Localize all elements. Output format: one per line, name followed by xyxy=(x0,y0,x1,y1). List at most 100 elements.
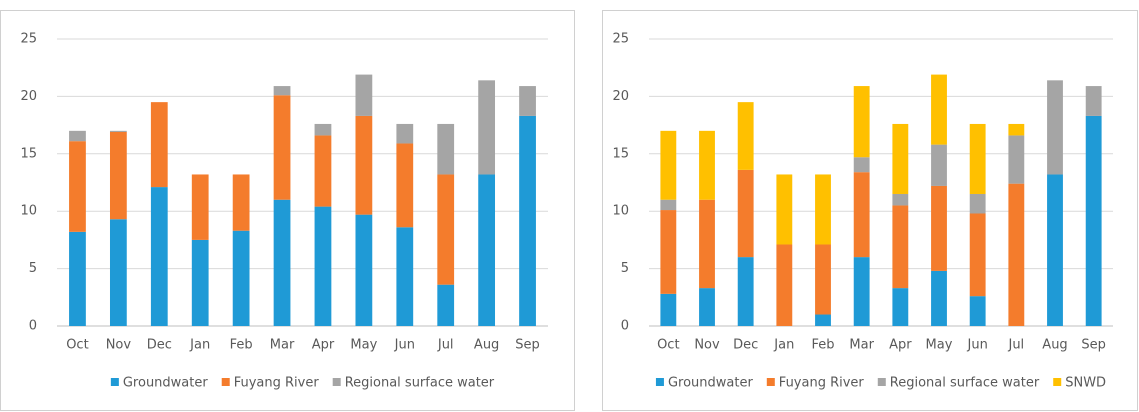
bar-segment xyxy=(355,214,373,326)
legend-swatch xyxy=(766,378,775,386)
bar-segment xyxy=(437,174,455,285)
bar-segment xyxy=(699,199,715,289)
bar-segment xyxy=(699,130,715,200)
bar-segment xyxy=(1047,80,1063,175)
legend-swatch xyxy=(332,378,341,386)
x-tick-label: Sep xyxy=(1081,338,1106,353)
bar-segment xyxy=(737,102,754,170)
bar-segment xyxy=(660,210,677,294)
bar-segment xyxy=(273,199,291,326)
bar-segment xyxy=(355,74,373,116)
bar-segment xyxy=(314,123,332,136)
x-tick-label: Apr xyxy=(312,338,335,353)
x-tick-label: Sep xyxy=(515,338,540,353)
bar-segment xyxy=(314,135,332,207)
bar-segment xyxy=(931,270,947,326)
x-tick-label: Jun xyxy=(967,338,988,353)
x-tick-label: Jan xyxy=(189,338,210,353)
bar-segment xyxy=(69,130,86,142)
y-tick-label: 5 xyxy=(29,261,37,276)
legend-label: Fuyang River xyxy=(234,376,320,391)
x-tick-label: May xyxy=(350,338,377,353)
legend-swatch xyxy=(221,378,230,386)
legend-swatch xyxy=(877,378,886,386)
bar-segment xyxy=(853,86,870,158)
chart-frame xyxy=(0,10,575,411)
bar-segment xyxy=(273,86,291,96)
legend-swatch xyxy=(1053,378,1062,386)
bar-segment xyxy=(660,293,677,326)
bar-segment xyxy=(853,172,870,258)
bar-segment xyxy=(931,74,947,145)
bar-segment xyxy=(737,169,754,258)
bar-segment xyxy=(1085,86,1102,116)
y-tick-label: 5 xyxy=(621,261,629,276)
legend-label: SNWD xyxy=(1065,376,1106,391)
bar-segment xyxy=(191,239,209,326)
bar-segment xyxy=(815,244,831,315)
x-tick-label: Mar xyxy=(849,338,874,353)
bar-segment xyxy=(892,288,909,326)
y-tick-label: 15 xyxy=(612,146,629,161)
y-tick-label: 20 xyxy=(20,89,37,104)
bar-segment xyxy=(815,314,831,326)
bar-segment xyxy=(109,131,127,220)
bar-segment xyxy=(150,187,168,326)
bar-segment xyxy=(1008,123,1025,136)
bar-segment xyxy=(437,123,455,175)
bar-segment xyxy=(737,257,754,326)
x-tick-label: Aug xyxy=(1042,338,1067,353)
x-tick-label: Aug xyxy=(474,338,499,353)
x-tick-label: May xyxy=(926,338,953,353)
y-tick-label: 10 xyxy=(612,204,629,219)
y-tick-label: 10 xyxy=(20,204,37,219)
bar-segment xyxy=(519,86,536,116)
x-tick-label: Jul xyxy=(1007,338,1024,353)
bar-segment xyxy=(660,199,677,211)
y-tick-label: 0 xyxy=(621,319,629,334)
bar-segment xyxy=(892,193,909,206)
bar-segment xyxy=(969,123,986,194)
x-tick-label: Feb xyxy=(811,338,834,353)
bar-segment xyxy=(191,174,209,240)
bar-segment xyxy=(109,219,127,326)
x-tick-label: Apr xyxy=(889,338,912,353)
y-tick-label: 0 xyxy=(29,319,37,334)
bar-segment xyxy=(69,231,86,326)
bar-segment xyxy=(931,144,947,186)
bar-segment xyxy=(699,288,715,326)
bar-segment xyxy=(931,185,947,271)
bar-segment xyxy=(232,230,250,326)
legend-label: Groundwater xyxy=(123,376,209,391)
chart-frame xyxy=(602,10,1138,411)
bar-segment xyxy=(396,227,414,326)
bar-segment xyxy=(1008,183,1025,326)
bar-segment xyxy=(853,257,870,326)
bar-segment xyxy=(69,141,86,232)
bar-segment xyxy=(478,80,496,175)
bar-segment xyxy=(1008,135,1025,184)
legend-label: Fuyang River xyxy=(779,376,865,391)
x-tick-label: Jul xyxy=(437,338,454,353)
bar-segment xyxy=(815,174,831,245)
bar-segment xyxy=(314,206,332,326)
bar-segment xyxy=(892,205,909,289)
bar-segment xyxy=(273,95,291,200)
bar-segment xyxy=(355,115,373,215)
legend-label: Regional surface water xyxy=(345,376,495,391)
legend-label: Regional surface water xyxy=(890,376,1040,391)
x-tick-label: Mar xyxy=(270,338,295,353)
y-tick-label: 20 xyxy=(612,89,629,104)
bar-segment xyxy=(892,123,909,194)
legend-label: Groundwater xyxy=(668,376,754,391)
x-tick-label: Dec xyxy=(733,338,758,353)
bar-segment xyxy=(660,130,677,200)
chart: 0 5 10 15 20 25 Oct Nov Dec Jan Feb Mar Apr May Jun Jul… xyxy=(0,10,575,411)
bar-segment xyxy=(396,123,414,144)
chart: 0 5 10 15 20 25 Oct Nov Dec Jan Feb Mar Apr May Jun Jul… xyxy=(602,10,1138,411)
bar-segment xyxy=(853,157,870,173)
x-tick-label: Jan xyxy=(773,338,794,353)
bar-segment xyxy=(1085,115,1102,326)
legend-swatch xyxy=(110,378,119,386)
